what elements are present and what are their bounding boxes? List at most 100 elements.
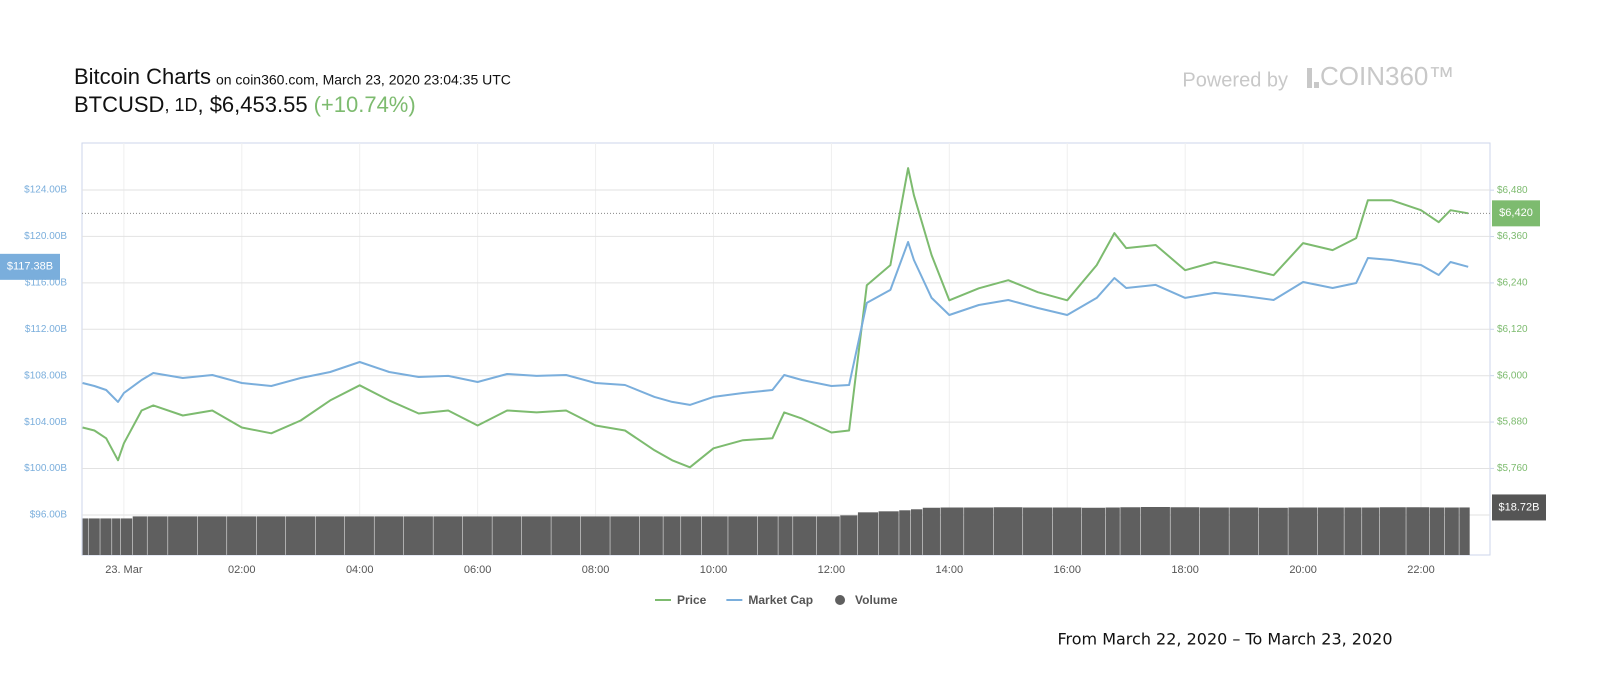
volume-bar bbox=[993, 507, 1023, 555]
volume-bar bbox=[227, 516, 257, 555]
legend-label: Price bbox=[677, 593, 707, 607]
legend-label: Volume bbox=[855, 593, 898, 607]
volume-bar bbox=[1379, 507, 1406, 555]
volume-bar bbox=[1229, 507, 1259, 555]
y2-tick-label: $6,480 bbox=[1497, 185, 1528, 196]
volume-bar bbox=[374, 516, 404, 555]
volume-bar bbox=[256, 516, 286, 555]
volume-bar bbox=[1444, 507, 1459, 555]
y-tick-label: $96.00B bbox=[30, 510, 68, 521]
volume-bar bbox=[1081, 507, 1106, 555]
price: , $6,453.55 bbox=[197, 92, 307, 117]
powered-by: Powered by bbox=[1182, 69, 1288, 91]
volume-bar bbox=[433, 516, 463, 555]
volume-bar bbox=[940, 507, 964, 555]
volume-bar bbox=[922, 507, 940, 555]
y2-tick-label: $6,360 bbox=[1497, 231, 1528, 242]
volume-badge-label: $18.72B bbox=[1499, 501, 1540, 513]
y-tick-label: $120.00B bbox=[24, 231, 67, 242]
volume-bar bbox=[120, 518, 133, 555]
volume-bar bbox=[88, 518, 100, 555]
volume-bar bbox=[1105, 507, 1120, 555]
volume-bar bbox=[82, 518, 88, 555]
y-tick-label: $124.00B bbox=[24, 185, 67, 196]
volume-bar bbox=[286, 516, 315, 555]
y2-tick-label: $6,120 bbox=[1497, 324, 1528, 335]
volume-bar bbox=[857, 512, 879, 555]
volume-bar bbox=[1406, 507, 1430, 555]
y-tick-label: $108.00B bbox=[24, 370, 67, 381]
chart-title: Bitcoin Charts bbox=[74, 64, 211, 89]
volume-bar bbox=[816, 516, 840, 555]
volume-bar bbox=[1429, 507, 1445, 555]
volume-bar bbox=[701, 516, 728, 555]
volume-bar bbox=[793, 516, 817, 555]
volume-bar bbox=[462, 516, 492, 555]
x-tick-label: 23. Mar bbox=[105, 564, 143, 576]
y-tick-label: $100.00B bbox=[24, 463, 67, 474]
volume-bar bbox=[910, 509, 923, 555]
volume-bar bbox=[1288, 507, 1318, 555]
y2-tick-label: $6,240 bbox=[1497, 278, 1528, 289]
volume-bar bbox=[580, 516, 610, 555]
volume-bar bbox=[1120, 507, 1141, 555]
volume-bar bbox=[1317, 507, 1344, 555]
x-tick-label: 12:00 bbox=[818, 564, 846, 576]
change: (+10.74%) bbox=[314, 92, 416, 117]
y2-tick-label: $5,880 bbox=[1497, 417, 1528, 428]
volume-bar bbox=[1052, 507, 1082, 555]
volume-bar bbox=[1344, 507, 1362, 555]
volume-bar bbox=[168, 516, 198, 555]
volume-bar bbox=[778, 516, 793, 555]
x-tick-label: 10:00 bbox=[700, 564, 728, 576]
volume-bar bbox=[147, 516, 168, 555]
volume-bar bbox=[1362, 507, 1380, 555]
volume-bar bbox=[1023, 507, 1053, 555]
volume-bar bbox=[1199, 507, 1229, 555]
market-cap-badge bbox=[0, 253, 60, 280]
volume-bar bbox=[521, 516, 551, 555]
y-tick-label: $116.00B bbox=[25, 277, 67, 288]
x-tick-label: 08:00 bbox=[582, 564, 610, 576]
volume-bar bbox=[639, 516, 663, 555]
y2-tick-label: $5,760 bbox=[1497, 463, 1528, 474]
volume-bar bbox=[1258, 507, 1288, 555]
market-cap-badge-label: $117.38B bbox=[7, 261, 53, 273]
volume-bar bbox=[197, 516, 227, 555]
x-tick-label: 20:00 bbox=[1289, 564, 1317, 576]
volume-bar bbox=[100, 518, 112, 555]
volume-bar bbox=[1170, 507, 1200, 555]
x-tick-label: 02:00 bbox=[228, 564, 256, 576]
pair: BTCUSD bbox=[74, 92, 164, 117]
price-badge bbox=[1492, 200, 1540, 227]
volume-bar bbox=[728, 516, 758, 555]
interval: , 1D bbox=[164, 95, 197, 115]
volume-badge bbox=[1492, 494, 1546, 521]
x-tick-label: 14:00 bbox=[936, 564, 964, 576]
volume-bar bbox=[492, 516, 522, 555]
y-tick-label: $104.00B bbox=[24, 417, 67, 428]
volume-bar bbox=[899, 510, 911, 555]
price-badge-label: $6,420 bbox=[1499, 207, 1533, 219]
volume-bar bbox=[551, 516, 581, 555]
volume-bar bbox=[610, 516, 640, 555]
legend-label: Market Cap bbox=[748, 593, 813, 607]
volume-bar bbox=[1459, 507, 1470, 555]
x-tick-label: 18:00 bbox=[1171, 564, 1199, 576]
volume-bar bbox=[757, 516, 778, 555]
chart-subtitle: on coin360.com, March 23, 2020 23:04:35 … bbox=[216, 72, 511, 88]
volume-bar bbox=[112, 518, 121, 555]
volume-bar bbox=[403, 516, 433, 555]
volume-bar bbox=[663, 516, 681, 555]
y2-tick-label: $6,000 bbox=[1497, 370, 1528, 381]
line-market-cap bbox=[82, 241, 1469, 406]
volume-bar bbox=[315, 516, 345, 555]
x-tick-label: 04:00 bbox=[346, 564, 374, 576]
date-range: From March 22, 2020 – To March 23, 2020 bbox=[1057, 630, 1392, 649]
y-tick-label: $112.00B bbox=[25, 324, 67, 335]
x-tick-label: 06:00 bbox=[464, 564, 492, 576]
volume-bar bbox=[132, 516, 147, 555]
line-price bbox=[82, 167, 1469, 469]
